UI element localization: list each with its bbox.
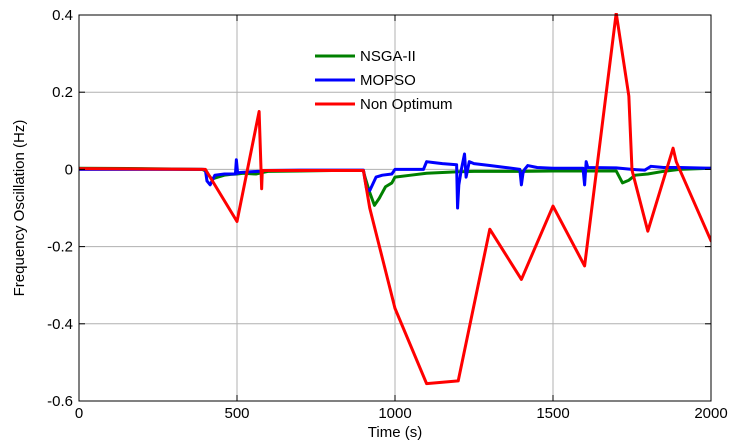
series-line-non-optimum xyxy=(79,13,711,386)
series-layer xyxy=(79,13,711,386)
x-tick-label: 0 xyxy=(75,405,83,422)
y-tick-label: -0.6 xyxy=(47,393,73,410)
x-tick-label: 1500 xyxy=(536,405,569,422)
y-tick-label: -0.2 xyxy=(47,239,73,256)
legend-label: MOPSO xyxy=(360,72,416,89)
y-axis-label: Frequency Oscillation (Hz) xyxy=(11,120,28,297)
x-tick-label: 2000 xyxy=(694,405,727,422)
x-tick-label: 500 xyxy=(224,405,249,422)
tick-labels: 0 500 1000 1500 2000 -0.6 -0.4 -0.2 0 0.2 0.4 xyxy=(47,7,728,422)
y-tick-label: -0.4 xyxy=(47,316,73,333)
ticks xyxy=(78,14,712,402)
legend-label: Non Optimum xyxy=(360,96,453,113)
y-tick-label: 0 xyxy=(65,161,73,178)
x-axis-label: Time (s) xyxy=(368,424,422,441)
y-tick-label: 0.2 xyxy=(52,84,73,101)
legend: NSGA-II MOPSO Non Optimum xyxy=(315,48,453,113)
series-line-mopso xyxy=(79,152,711,210)
y-tick-label: 0.4 xyxy=(52,7,73,24)
x-tick-label: 1000 xyxy=(378,405,411,422)
legend-label: NSGA-II xyxy=(360,48,416,65)
